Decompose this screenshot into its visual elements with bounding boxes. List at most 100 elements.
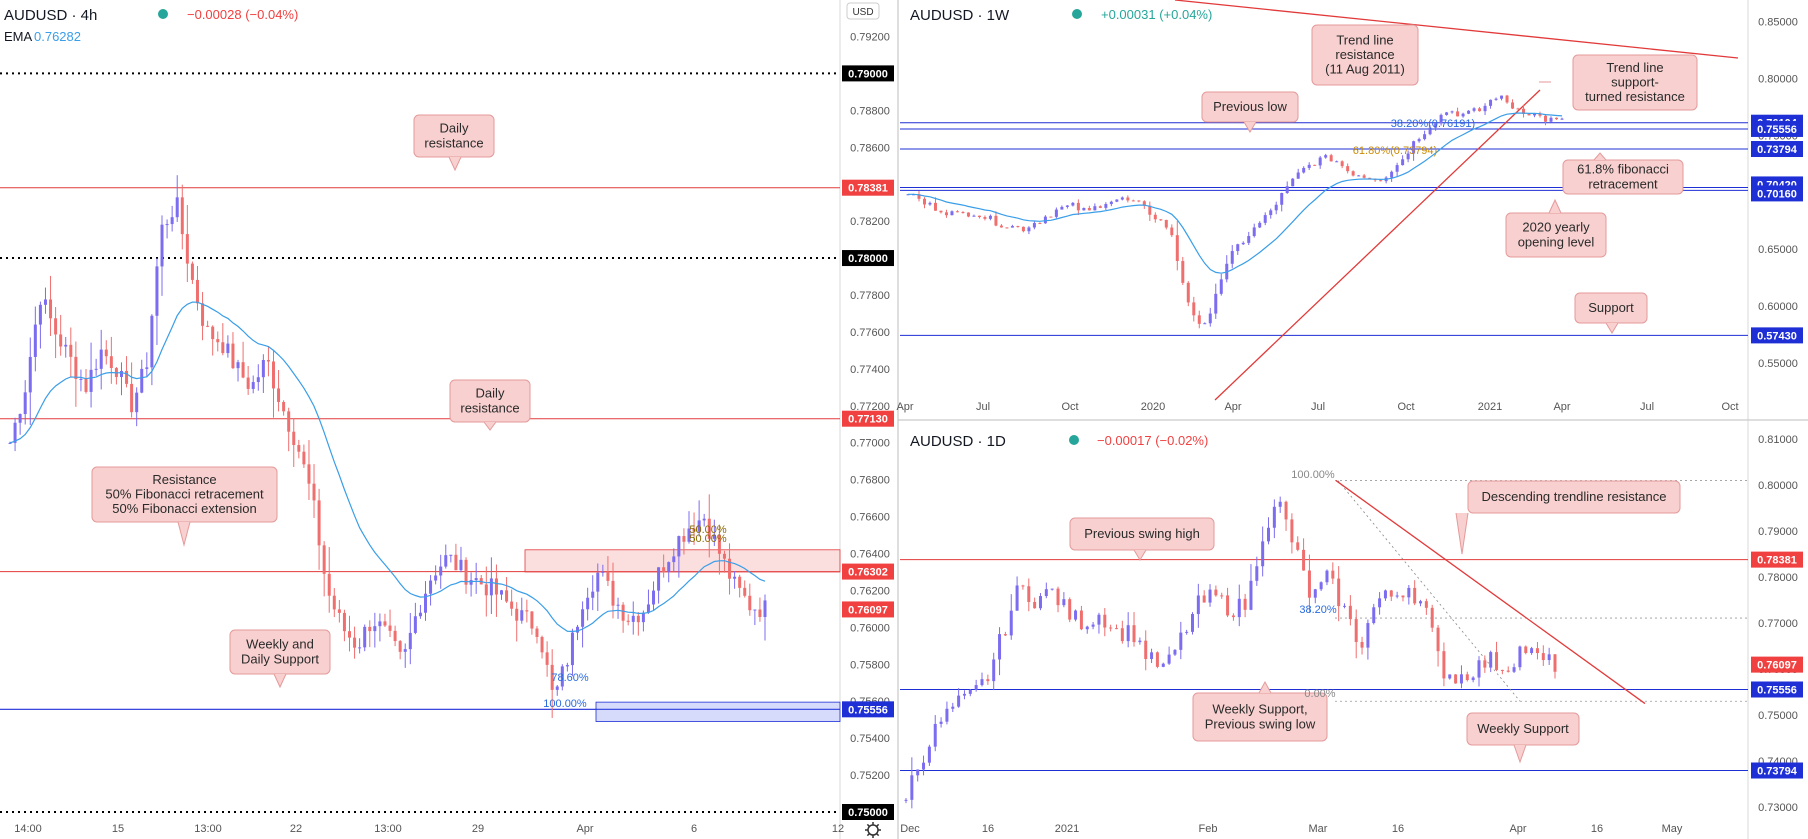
market-status-icon: [1072, 9, 1082, 19]
price-tag-1w: 0.70160: [1751, 185, 1803, 202]
candle-body: [211, 326, 215, 340]
candle-body: [733, 576, 737, 579]
candle-body: [1494, 98, 1498, 100]
candle-body: [1555, 117, 1559, 120]
price-tick: 0.65000: [1758, 244, 1798, 256]
callout-trendline-resistance-2011-text: Trend line resistance (11 Aug 2011): [1325, 32, 1405, 76]
candle-body: [484, 584, 488, 596]
time-tick: Oct: [1397, 401, 1414, 413]
candle-body: [1518, 646, 1522, 668]
candle-body: [986, 679, 990, 682]
price-tick: 0.78200: [850, 216, 890, 228]
candle-body: [662, 567, 666, 573]
candle-body: [393, 630, 397, 642]
callout-weekly-daily-support: Weekly and Daily Support: [229, 629, 331, 689]
candle-body: [347, 631, 351, 638]
candle-body: [1252, 227, 1256, 237]
candle-body: [312, 483, 316, 501]
candle-body: [1512, 667, 1516, 672]
candle-body: [1461, 113, 1465, 117]
settings-gear-icon[interactable]: [865, 822, 881, 838]
candle-body: [1389, 590, 1393, 597]
candle-body: [1284, 501, 1288, 520]
gear-tooth: [876, 823, 880, 827]
candle-body: [966, 212, 970, 217]
candle-body: [353, 637, 357, 648]
candle-body: [459, 559, 463, 571]
candle-body: [74, 356, 78, 380]
candle-body: [1068, 599, 1072, 620]
candle-body: [165, 224, 169, 226]
price-tick: 0.79000: [1758, 526, 1798, 538]
price-tag-4h: 0.75556: [842, 701, 894, 718]
candle-body: [1027, 227, 1031, 232]
candle-body: [1258, 222, 1262, 228]
candle-body: [69, 344, 73, 357]
candle-body: [434, 575, 438, 581]
candle-body: [1500, 95, 1504, 99]
candle-body: [1148, 205, 1152, 215]
candle-body: [672, 556, 676, 563]
candle-body: [449, 554, 453, 556]
candle-body: [1087, 208, 1091, 211]
candle-body: [1214, 589, 1218, 596]
candle-body: [1161, 663, 1165, 667]
candle-body: [59, 334, 63, 347]
candle-body: [1131, 200, 1135, 202]
candle-body: [702, 518, 706, 521]
callout-previous-low-text: Previous low: [1213, 99, 1287, 114]
candles-1w: [906, 94, 1564, 329]
price-tick: 0.55000: [1758, 358, 1798, 370]
candle-body: [1489, 652, 1493, 668]
candle-body: [185, 234, 189, 264]
candle-body: [560, 666, 564, 687]
price-tag-4h: 0.75000: [842, 804, 894, 820]
candle-body: [1406, 153, 1410, 160]
candle-body: [1074, 610, 1078, 620]
candle-body: [119, 370, 123, 378]
candle-body: [49, 299, 53, 319]
candle-body: [717, 534, 721, 554]
gear-tooth: [866, 833, 870, 837]
candles-4h: [8, 175, 767, 718]
candle-body: [1448, 674, 1452, 679]
candle-body: [1049, 216, 1053, 218]
candle-body: [748, 595, 752, 611]
fib-support-zone: [595, 701, 841, 722]
candle-body: [1021, 585, 1025, 587]
candle-body: [922, 762, 926, 770]
time-tick: 6: [691, 823, 697, 835]
candle-body: [358, 647, 362, 649]
candle-body: [1179, 632, 1183, 650]
candle-body: [1516, 108, 1520, 110]
candle-body: [1290, 519, 1294, 543]
candle-body: [282, 401, 286, 412]
panel-1d: 0.81000 0.80000 0.79000 0.78000 0.77000 0.760…: [900, 420, 1803, 839]
candle-body: [1291, 178, 1295, 187]
fib-label: 38.20%(0.76191): [1391, 118, 1475, 130]
market-status-icon: [158, 9, 168, 19]
candle-body: [261, 360, 265, 378]
callout-weekly-support-swing-low-pointer: [1258, 680, 1272, 694]
candle-body: [1401, 595, 1405, 598]
candle-body: [1434, 123, 1438, 128]
candle-body: [1114, 628, 1118, 630]
price-tag-4h-bg: [842, 250, 894, 267]
candle-body: [1549, 117, 1553, 122]
candle-body: [1197, 315, 1201, 324]
ema-line-4h: [9, 301, 766, 633]
price-tag-1d-bg: [1751, 656, 1803, 673]
candle-body: [950, 211, 954, 216]
time-tick: 16: [982, 823, 994, 835]
price-tag-4h-bg: [842, 65, 894, 82]
time-tick: Jul: [976, 401, 990, 413]
candle-body: [758, 609, 762, 618]
candle-body: [1144, 640, 1148, 660]
price-tick: 0.77800: [850, 290, 890, 302]
candle-body: [961, 211, 965, 213]
candle-body: [1153, 214, 1157, 220]
candle-body: [150, 315, 154, 368]
candle-body: [297, 445, 301, 452]
time-tick: 2021: [1055, 823, 1079, 835]
candle-body: [160, 224, 164, 267]
